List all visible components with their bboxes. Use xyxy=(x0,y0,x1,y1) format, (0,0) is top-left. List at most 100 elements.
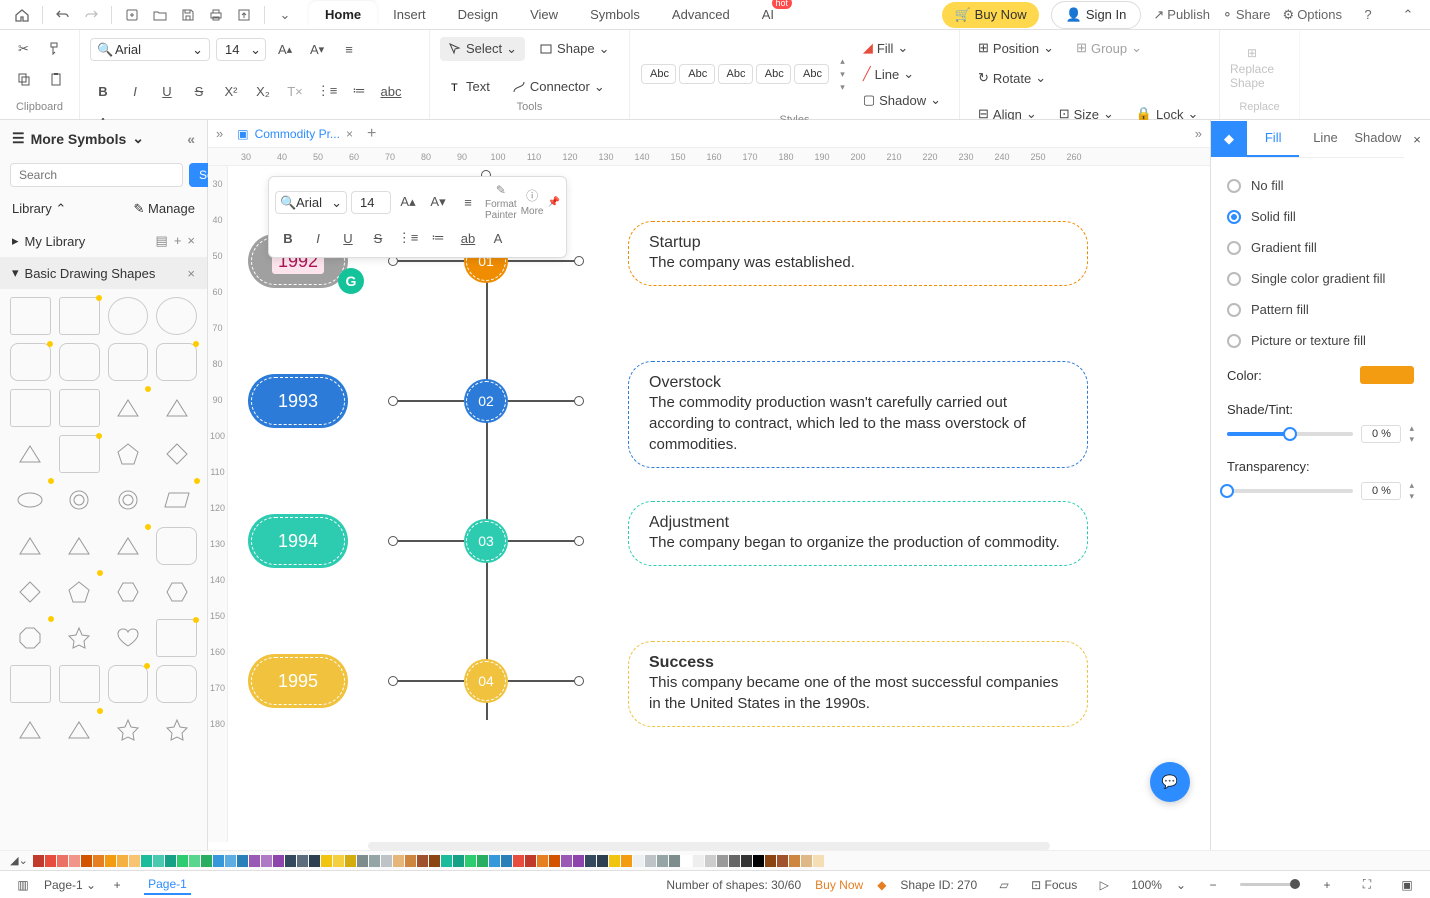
color-strip-swatch[interactable] xyxy=(669,855,680,867)
layers-icon[interactable]: ▱ xyxy=(991,872,1017,898)
year-box[interactable]: 1994 xyxy=(248,514,348,568)
color-strip-swatch[interactable] xyxy=(525,855,536,867)
mini-align-icon[interactable]: ≡ xyxy=(455,189,481,215)
shape-rnd[interactable] xyxy=(156,343,197,381)
shape-star4[interactable] xyxy=(156,711,197,749)
new-icon[interactable] xyxy=(120,3,144,27)
shape-pent[interactable] xyxy=(108,435,149,473)
shape-tri[interactable] xyxy=(10,711,51,749)
shape-heart[interactable] xyxy=(108,619,149,657)
mini-more[interactable]: ⓘMore xyxy=(521,187,544,217)
zoom-in-icon[interactable]: + xyxy=(1314,872,1340,898)
undo-icon[interactable] xyxy=(51,3,75,27)
shape-rnd[interactable] xyxy=(156,527,197,565)
gallery-down-icon[interactable]: ▾ xyxy=(840,69,845,80)
gallery-more-icon[interactable]: ▾ xyxy=(840,82,845,93)
color-strip-swatch[interactable] xyxy=(489,855,500,867)
fill-menu[interactable]: ◢Fill ⌄ xyxy=(855,36,949,60)
color-strip-swatch[interactable] xyxy=(201,855,212,867)
shape-rnd[interactable] xyxy=(108,665,149,703)
color-strip-swatch[interactable] xyxy=(297,855,308,867)
status-buy-now[interactable]: Buy Now xyxy=(815,878,863,892)
collapse-panel-icon[interactable]: « xyxy=(187,131,195,147)
color-strip-swatch[interactable] xyxy=(381,855,392,867)
my-library-header[interactable]: ▸My Library ▤ + × xyxy=(0,225,207,257)
canvas[interactable]: 🔍Arial⌄ 14 A▴ A▾ ≡ ✎Format Painter ⓘMore… xyxy=(228,166,1210,842)
shape-rnd[interactable] xyxy=(59,343,100,381)
bold-button[interactable]: B xyxy=(90,78,116,104)
color-strip-swatch[interactable] xyxy=(621,855,632,867)
italic-button[interactable]: I xyxy=(122,78,148,104)
align-icon[interactable]: ≡ xyxy=(336,36,362,62)
color-strip-swatch[interactable] xyxy=(237,855,248,867)
shape-oct[interactable] xyxy=(10,619,51,657)
font-family-select[interactable]: 🔍Arial⌄ xyxy=(90,38,210,61)
shape-rnd[interactable] xyxy=(156,665,197,703)
more-icon[interactable]: ⌄ xyxy=(273,3,297,27)
shape-rect[interactable] xyxy=(59,435,100,473)
shade-value[interactable]: 0 % xyxy=(1361,425,1401,443)
color-strip-swatch[interactable] xyxy=(345,855,356,867)
more-symbols-header[interactable]: ☰ More Symbols⌄ « xyxy=(0,120,207,157)
shape-rect[interactable] xyxy=(10,297,51,335)
color-strip-swatch[interactable] xyxy=(453,855,464,867)
shape-diam[interactable] xyxy=(10,573,51,611)
shape-hex[interactable] xyxy=(156,573,197,611)
buy-now-button[interactable]: 🛒Buy Now xyxy=(942,2,1038,28)
color-strip-swatch[interactable] xyxy=(417,855,428,867)
page-list-icon[interactable]: ▥ xyxy=(10,872,36,898)
pin-icon[interactable]: 📌 xyxy=(548,197,560,208)
floating-toolbar[interactable]: 🔍Arial⌄ 14 A▴ A▾ ≡ ✎Format Painter ⓘMore… xyxy=(268,176,567,258)
page-dropdown[interactable]: Page-1 ⌄ xyxy=(44,878,96,892)
color-strip-swatch[interactable] xyxy=(573,855,584,867)
color-strip-swatch[interactable] xyxy=(681,855,692,867)
mini-italic[interactable]: I xyxy=(305,225,331,251)
color-strip-swatch[interactable] xyxy=(801,855,812,867)
color-strip-swatch[interactable] xyxy=(789,855,800,867)
transparency-slider[interactable] xyxy=(1227,489,1353,493)
shape-tri[interactable] xyxy=(156,389,197,427)
shape-rnd[interactable] xyxy=(10,343,51,381)
panel-toggle-right-icon[interactable]: » xyxy=(1195,126,1202,141)
color-strip-swatch[interactable] xyxy=(153,855,164,867)
help-icon[interactable]: ? xyxy=(1356,3,1380,27)
lib-add-icon[interactable]: + xyxy=(174,233,182,249)
color-strip-swatch[interactable] xyxy=(261,855,272,867)
color-strip-swatch[interactable] xyxy=(741,855,752,867)
shape-circ[interactable] xyxy=(156,297,197,335)
chat-fab[interactable]: 💬 xyxy=(1150,762,1190,802)
color-strip-swatch[interactable] xyxy=(177,855,188,867)
rp-tab-line[interactable]: Line xyxy=(1299,120,1351,157)
color-strip-swatch[interactable] xyxy=(189,855,200,867)
line-menu[interactable]: ╱Line ⌄ xyxy=(855,62,949,86)
shape-tri[interactable] xyxy=(59,711,100,749)
mini-strike[interactable]: S xyxy=(365,225,391,251)
tab-design[interactable]: Design xyxy=(442,1,514,28)
color-strip-swatch[interactable] xyxy=(549,855,560,867)
shape-sq[interactable] xyxy=(156,619,197,657)
color-strip-swatch[interactable] xyxy=(93,855,104,867)
color-swatch[interactable] xyxy=(1360,366,1414,384)
select-tool[interactable]: Select ⌄ xyxy=(440,37,525,61)
mini-increase-font-icon[interactable]: A▴ xyxy=(395,189,421,215)
connector-tool[interactable]: Connector ⌄ xyxy=(504,75,613,99)
shape-diam[interactable] xyxy=(156,435,197,473)
color-strip-swatch[interactable] xyxy=(813,855,824,867)
shape-para[interactable] xyxy=(156,481,197,519)
color-strip-swatch[interactable] xyxy=(429,855,440,867)
underline-button[interactable]: U xyxy=(154,78,180,104)
style-gallery[interactable]: Abc Abc Abc Abc Abc xyxy=(640,63,830,85)
shape-tri[interactable] xyxy=(59,527,100,565)
line-spacing-icon[interactable]: ⋮≡ xyxy=(314,78,340,104)
home-icon[interactable] xyxy=(10,3,34,27)
group-menu[interactable]: ⊞ Group ⌄ xyxy=(1068,36,1150,60)
tab-symbols[interactable]: Symbols xyxy=(574,1,656,28)
color-strip-swatch[interactable] xyxy=(393,855,404,867)
tab-view[interactable]: View xyxy=(514,1,574,28)
format-painter-icon[interactable] xyxy=(43,36,69,62)
color-strip-swatch[interactable] xyxy=(69,855,80,867)
shade-slider[interactable] xyxy=(1227,432,1353,436)
shape-circ[interactable] xyxy=(108,297,149,335)
paste-icon[interactable] xyxy=(43,66,69,92)
rotate-menu[interactable]: ↻ Rotate ⌄ xyxy=(970,66,1054,90)
